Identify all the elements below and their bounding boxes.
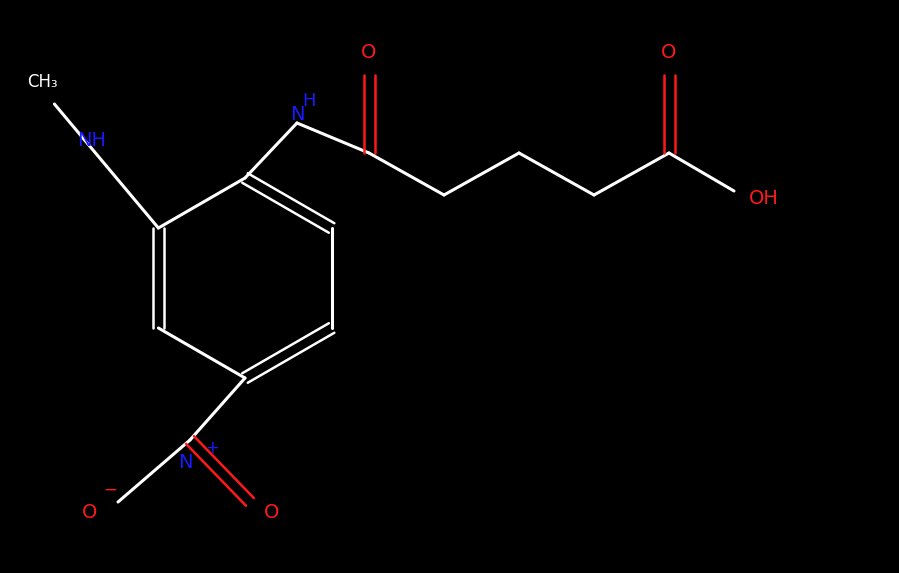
- Text: +: +: [205, 439, 219, 457]
- Text: N: N: [289, 105, 304, 124]
- Text: OH: OH: [749, 190, 779, 209]
- Text: O: O: [361, 44, 377, 62]
- Text: CH₃: CH₃: [27, 73, 58, 91]
- Text: O: O: [83, 503, 98, 521]
- Text: O: O: [264, 503, 280, 521]
- Text: NH: NH: [77, 131, 106, 151]
- Text: H: H: [302, 92, 316, 110]
- Text: −: −: [103, 481, 117, 499]
- Text: O: O: [662, 44, 677, 62]
- Text: N: N: [178, 453, 192, 472]
